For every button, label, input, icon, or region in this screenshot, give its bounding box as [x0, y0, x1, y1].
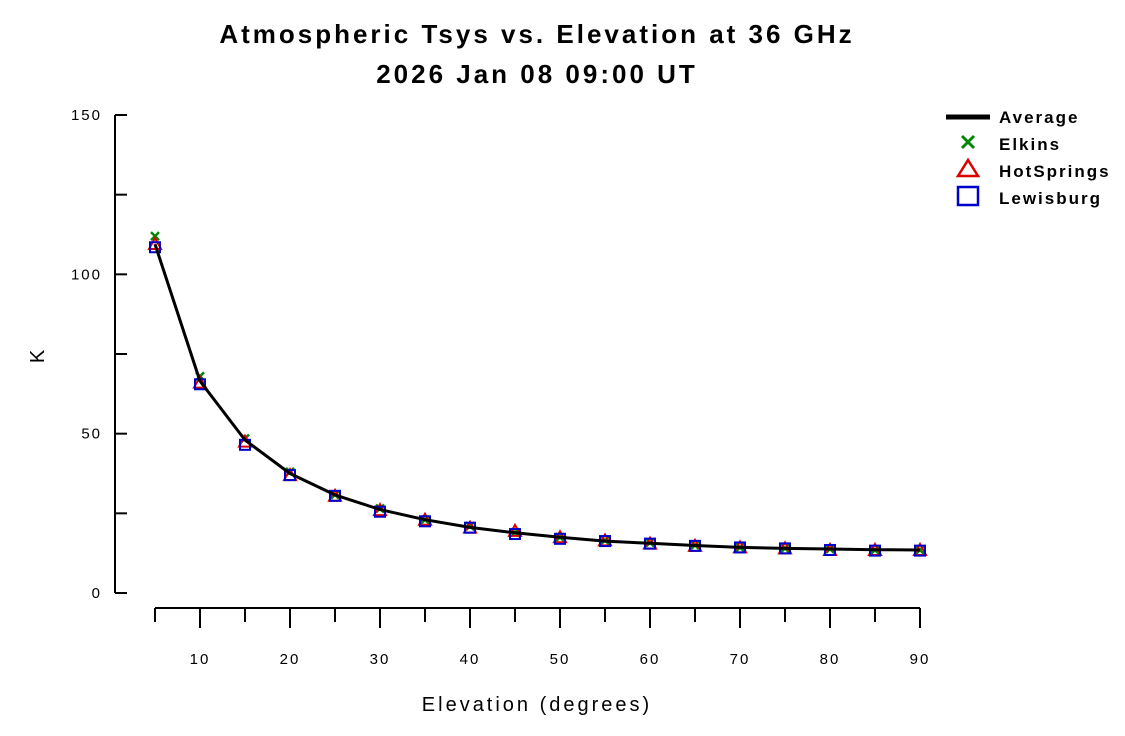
x-tick-label: 90 [910, 651, 931, 668]
x-tick-label: 60 [640, 651, 661, 668]
x-tick-label: 20 [280, 651, 301, 668]
legend-label-hotsprings: HotSprings [999, 162, 1111, 181]
legend-item-hotsprings: HotSprings [955, 157, 1111, 181]
series-elkins [150, 231, 925, 555]
hotsprings-triangle-marker [507, 522, 523, 537]
hotsprings-triangle-marker [147, 235, 163, 251]
legend-item-elkins: Elkins [960, 134, 1061, 154]
plot-area [147, 231, 928, 557]
y-tick-label: 150 [71, 107, 102, 124]
y-axis-label: K [27, 347, 49, 363]
axes: 0 50 100 150 10 20 30 40 50 60 70 80 90 [71, 107, 931, 668]
legend-swatch-triangle-marker [955, 157, 981, 178]
x-tick-label: 50 [550, 651, 571, 668]
x-tick-label: 30 [370, 651, 391, 668]
x-tick-label: 70 [730, 651, 751, 668]
legend-label-elkins: Elkins [999, 135, 1061, 154]
series-hotsprings [147, 235, 928, 556]
chart-title: Atmospheric Tsys vs. Elevation at 36 GHz [219, 19, 854, 49]
y-tick-label: 50 [81, 426, 102, 443]
x-tick-label: 10 [190, 651, 211, 668]
x-tick-label: 40 [460, 651, 481, 668]
legend-label-lewisburg: Lewisburg [999, 189, 1102, 208]
x-tick-label: 80 [820, 651, 841, 668]
lewisburg-square-marker [149, 241, 161, 254]
legend-item-lewisburg: Lewisburg [956, 185, 1102, 208]
series-lewisburg [149, 241, 926, 557]
x-axis-label: Elevation (degrees) [422, 694, 652, 716]
legend-swatch-square-marker [956, 185, 980, 207]
legend-label-average: Average [999, 108, 1079, 127]
series-line-average [153, 243, 921, 552]
marker-stroke [960, 134, 976, 150]
legend-swatch-x-marker [960, 134, 976, 150]
legend: Average Elkins HotSprings Lewisburg [946, 108, 1111, 208]
chart-subtitle: 2026 Jan 08 09:00 UT [376, 59, 698, 89]
y-tick-label: 0 [92, 585, 102, 602]
hotsprings-triangle-marker [192, 374, 208, 389]
y-tick-label: 100 [71, 266, 102, 283]
legend-item-average: Average [946, 108, 1079, 127]
